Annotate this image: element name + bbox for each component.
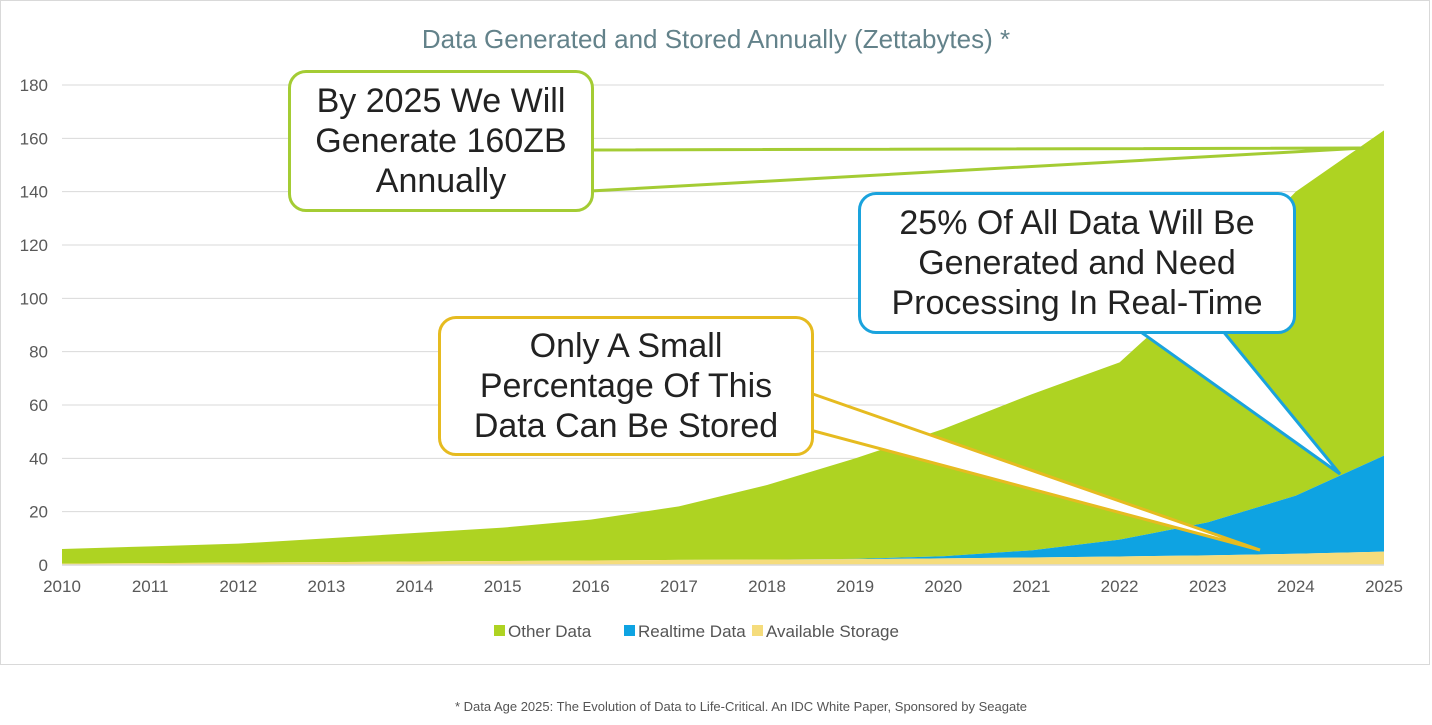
callout-160zb: By 2025 We Will Generate 160ZB Annually — [288, 70, 594, 212]
callout-realtime-line-2: Generated and Need — [918, 244, 1236, 282]
x-tick-label: 2015 — [484, 577, 522, 596]
callout-realtime-line-3: Processing In Real-Time — [891, 284, 1263, 322]
callout-storage-line-1: Only A Small — [529, 327, 723, 365]
y-tick-label: 40 — [29, 449, 48, 468]
legend-swatch — [624, 625, 635, 636]
y-tick-label: 120 — [20, 236, 48, 255]
x-tick-label: 2019 — [836, 577, 874, 596]
x-tick-label: 2014 — [396, 577, 434, 596]
x-tick-label: 2021 — [1013, 577, 1051, 596]
y-tick-label: 80 — [29, 343, 48, 362]
x-tick-label: 2016 — [572, 577, 610, 596]
legend-label: Available Storage — [766, 622, 899, 641]
y-tick-label: 160 — [20, 129, 48, 148]
chart-frame — [0, 0, 1430, 665]
x-tick-label: 2025 — [1365, 577, 1403, 596]
y-tick-label: 100 — [20, 289, 48, 308]
y-tick-label: 180 — [20, 76, 48, 95]
chart-title: Data Generated and Stored Annually (Zett… — [422, 24, 1010, 54]
x-tick-label: 2023 — [1189, 577, 1227, 596]
callout-160zb-pointer — [588, 146, 1365, 193]
y-tick-label: 60 — [29, 396, 48, 415]
callout-storage: Only A Small Percentage Of This Data Can… — [438, 316, 814, 456]
legend-swatch — [752, 625, 763, 636]
x-tick-label: 2022 — [1101, 577, 1139, 596]
y-tick-label: 0 — [39, 556, 48, 575]
callout-storage-line-2: Percentage Of This — [479, 367, 773, 405]
x-tick-label: 2018 — [748, 577, 786, 596]
area-other-data — [62, 130, 1384, 564]
x-tick-label: 2020 — [924, 577, 962, 596]
callout-realtime-line-1: 25% Of All Data Will Be — [899, 204, 1255, 242]
x-tick-label: 2013 — [307, 577, 345, 596]
x-tick-label: 2017 — [660, 577, 698, 596]
legend-label: Realtime Data — [638, 622, 746, 641]
y-tick-label: 140 — [20, 183, 48, 202]
callout-160zb-line-1: By 2025 We Will — [316, 82, 566, 120]
x-tick-label: 2024 — [1277, 577, 1315, 596]
legend-item: Other Data — [494, 622, 592, 641]
x-tick-label: 2011 — [132, 577, 169, 596]
callout-realtime: 25% Of All Data Will Be Generated and Ne… — [858, 192, 1296, 334]
legend-swatch — [494, 625, 505, 636]
legend-item: Realtime Data — [624, 622, 746, 641]
area-chart: Data Generated and Stored Annually (Zett… — [20, 24, 1403, 641]
y-tick-label: 20 — [29, 503, 48, 522]
area-available-storage — [62, 551, 1384, 565]
footnote: * Data Age 2025: The Evolution of Data t… — [454, 699, 1028, 714]
x-tick-label: 2012 — [219, 577, 257, 596]
callout-160zb-line-3: Annually — [375, 162, 507, 200]
legend-item: Available Storage — [752, 622, 899, 641]
area-realtime-data — [62, 455, 1384, 564]
callout-160zb-line-2: Generate 160ZB — [315, 122, 567, 160]
callout-storage-line-3: Data Can Be Stored — [473, 407, 779, 445]
legend-label: Other Data — [508, 622, 592, 641]
x-tick-label: 2010 — [43, 577, 81, 596]
